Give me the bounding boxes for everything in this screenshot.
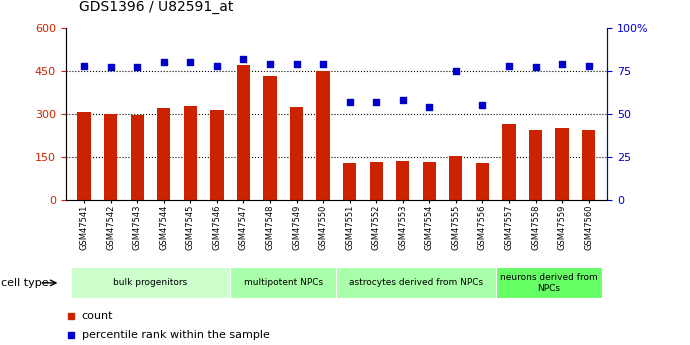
Bar bbox=[104, 114, 117, 200]
Bar bbox=[555, 128, 569, 200]
Point bbox=[132, 65, 143, 70]
Text: cell type: cell type bbox=[1, 278, 49, 288]
Point bbox=[424, 104, 435, 110]
Bar bbox=[290, 107, 303, 200]
Text: count: count bbox=[82, 311, 113, 321]
Point bbox=[477, 102, 488, 108]
Bar bbox=[423, 162, 436, 200]
Point bbox=[504, 63, 515, 68]
Bar bbox=[449, 156, 462, 200]
Bar bbox=[337, 267, 495, 298]
Point bbox=[344, 99, 355, 105]
Point bbox=[530, 65, 541, 70]
Point bbox=[211, 63, 222, 68]
Text: astrocytes derived from NPCs: astrocytes derived from NPCs bbox=[349, 278, 483, 287]
Bar bbox=[77, 112, 91, 200]
Bar bbox=[317, 71, 330, 200]
Bar bbox=[495, 267, 602, 298]
Point bbox=[158, 59, 169, 65]
Text: bulk progenitors: bulk progenitors bbox=[113, 278, 188, 287]
Point bbox=[291, 61, 302, 67]
Point bbox=[397, 97, 408, 103]
Bar bbox=[343, 163, 356, 200]
Bar bbox=[529, 130, 542, 200]
Text: GDS1396 / U82591_at: GDS1396 / U82591_at bbox=[79, 0, 234, 14]
Bar bbox=[396, 161, 409, 200]
Bar bbox=[130, 115, 144, 200]
Point bbox=[451, 68, 462, 73]
Text: percentile rank within the sample: percentile rank within the sample bbox=[82, 330, 270, 339]
Bar bbox=[476, 163, 489, 200]
Bar bbox=[582, 130, 595, 200]
Point bbox=[105, 65, 116, 70]
Point bbox=[79, 63, 90, 68]
Point bbox=[264, 61, 275, 67]
Bar bbox=[237, 65, 250, 200]
Bar bbox=[157, 108, 170, 200]
Point bbox=[557, 61, 568, 67]
Bar bbox=[230, 267, 337, 298]
Bar bbox=[184, 106, 197, 200]
Bar bbox=[71, 267, 230, 298]
Text: multipotent NPCs: multipotent NPCs bbox=[244, 278, 323, 287]
Point bbox=[238, 56, 249, 61]
Point bbox=[583, 63, 594, 68]
Text: neurons derived from
NPCs: neurons derived from NPCs bbox=[500, 273, 598, 293]
Bar bbox=[370, 162, 383, 200]
Bar bbox=[264, 77, 277, 200]
Point bbox=[371, 99, 382, 105]
Point bbox=[317, 61, 328, 67]
Bar bbox=[210, 110, 224, 200]
Point bbox=[185, 59, 196, 65]
Bar bbox=[502, 124, 515, 200]
